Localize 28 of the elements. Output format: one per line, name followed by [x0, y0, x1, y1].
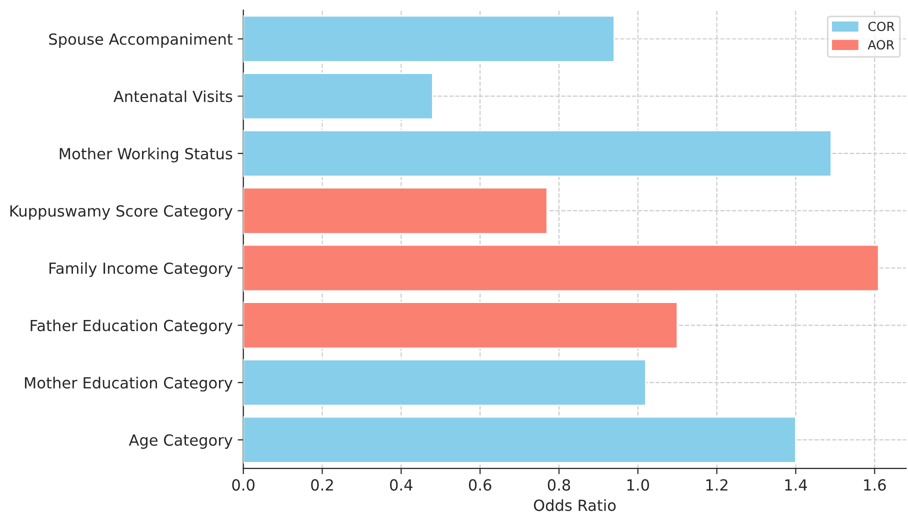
bar	[243, 72, 434, 120]
y-tick-label: Age Category	[128, 434, 232, 449]
y-tick-label: Family Income Category	[50, 262, 232, 277]
bar	[243, 358, 646, 406]
bar	[243, 302, 678, 349]
y-tick-label: Mother Education Category	[24, 376, 232, 392]
x-tick-label: 1.0	[627, 479, 650, 491]
x-tick-label: 0.6	[468, 479, 492, 491]
x-axis-title: Odds Ratio	[534, 499, 616, 512]
bar	[243, 15, 615, 62]
bar	[243, 187, 548, 234]
legend-label: AOR	[868, 40, 894, 50]
y-tick-label: Kuppuswamy Score Category	[10, 205, 232, 220]
bar	[243, 244, 880, 292]
legend-label: COR	[868, 22, 895, 32]
x-tick-label: 0.0	[232, 479, 254, 491]
x-tick-label: 1.6	[864, 479, 886, 491]
x-tick-label: 0.2	[311, 479, 333, 491]
x-tick-label: 0.4	[390, 479, 412, 491]
y-tick-label: Antenatal Visits	[114, 90, 232, 102]
x-tick-label: 1.2	[706, 479, 728, 491]
y-tick-label: Mother Working Status	[60, 148, 232, 162]
y-tick-label: Spouse Accompaniment	[49, 33, 233, 48]
y-tick-label: Father Education Category	[30, 319, 232, 334]
bar	[243, 416, 796, 464]
x-tick-label: 1.4	[785, 479, 808, 491]
x-tick-label: 0.8	[548, 479, 570, 491]
bar	[243, 130, 832, 178]
